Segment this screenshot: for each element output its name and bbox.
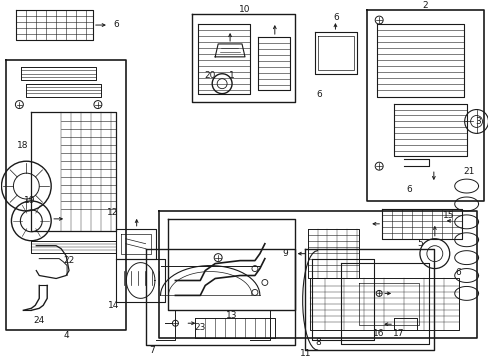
Text: 2: 2 xyxy=(422,1,427,10)
Text: 1: 1 xyxy=(229,71,234,80)
Text: 23: 23 xyxy=(194,323,205,332)
Text: 19: 19 xyxy=(23,197,35,206)
Text: 14: 14 xyxy=(108,301,119,310)
Text: 15: 15 xyxy=(442,211,453,220)
Text: 21: 21 xyxy=(462,167,473,176)
Text: 6: 6 xyxy=(316,90,322,99)
Text: 6: 6 xyxy=(333,13,339,22)
Text: 18: 18 xyxy=(17,141,28,150)
Text: 12: 12 xyxy=(107,208,118,217)
Text: 20: 20 xyxy=(204,71,216,80)
Text: 13: 13 xyxy=(226,311,237,320)
Text: 22: 22 xyxy=(63,256,75,265)
Text: 7: 7 xyxy=(149,346,155,355)
Text: 10: 10 xyxy=(239,5,250,14)
Text: 3: 3 xyxy=(475,117,481,126)
Text: 9: 9 xyxy=(281,249,287,258)
Text: 8: 8 xyxy=(315,338,321,347)
Text: 5: 5 xyxy=(417,239,423,248)
Text: 4: 4 xyxy=(63,330,69,339)
Text: 17: 17 xyxy=(392,329,404,338)
Text: 6: 6 xyxy=(455,268,461,277)
Text: 6: 6 xyxy=(113,19,119,28)
Text: 24: 24 xyxy=(34,316,45,325)
Text: 6: 6 xyxy=(406,185,411,194)
Text: 11: 11 xyxy=(299,348,311,357)
Text: 16: 16 xyxy=(373,329,384,338)
